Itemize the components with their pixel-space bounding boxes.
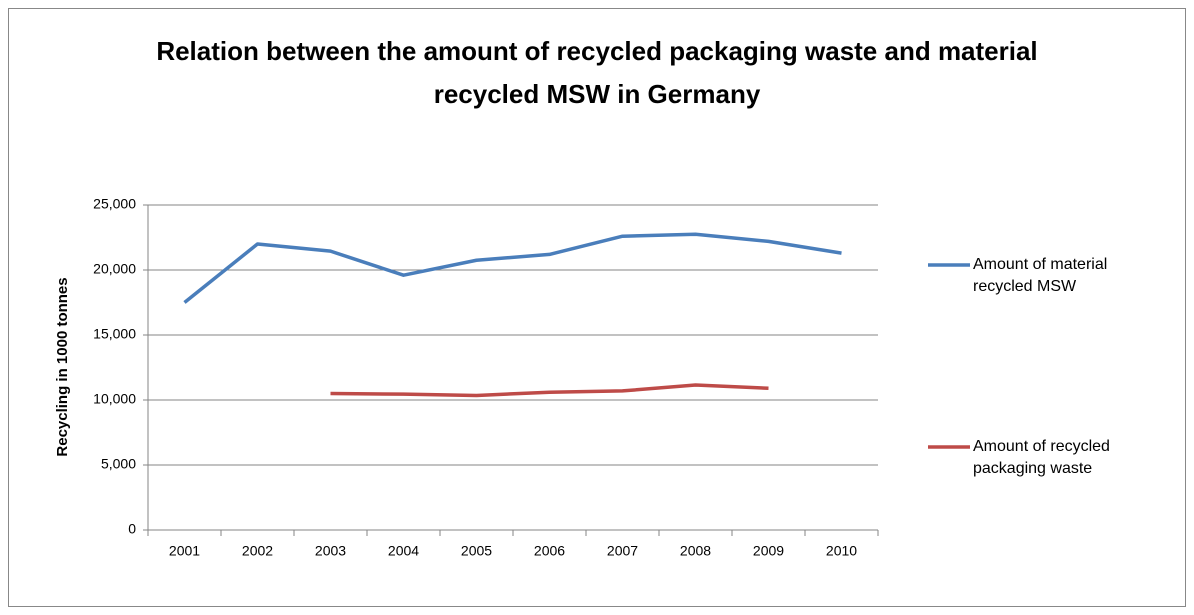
x-tick-label: 2005 (461, 543, 492, 559)
y-tick-label: 5,000 (101, 456, 136, 472)
y-tick-label: 20,000 (93, 261, 136, 277)
chart-border (8, 8, 1186, 607)
y-tick-label: 0 (128, 521, 136, 537)
x-tick-label: 2007 (607, 543, 638, 559)
chart-title: Relation between the amount of recycled … (156, 36, 1038, 109)
legend-label: Amount of recycled packaging waste (973, 438, 1110, 477)
y-tick-label: 15,000 (93, 326, 136, 342)
x-tick-label: 2009 (753, 543, 784, 559)
x-tick-label: 2010 (826, 543, 857, 559)
y-tick-label: 10,000 (93, 391, 136, 407)
x-tick-label: 2003 (315, 543, 346, 559)
y-axis-label: Recycling in 1000 tonnes (54, 277, 71, 456)
data-line (330, 383, 769, 398)
x-tick-label: 2006 (534, 543, 565, 559)
x-tick-label: 2002 (242, 543, 273, 559)
y-tick-label: 25,000 (93, 196, 136, 212)
x-tick-label: 2004 (388, 543, 419, 559)
x-tick-label: 2001 (169, 543, 200, 559)
x-tick-label: 2008 (680, 543, 711, 559)
legend-label: Amount of material recycled MSW (973, 256, 1108, 295)
data-line (183, 232, 842, 304)
